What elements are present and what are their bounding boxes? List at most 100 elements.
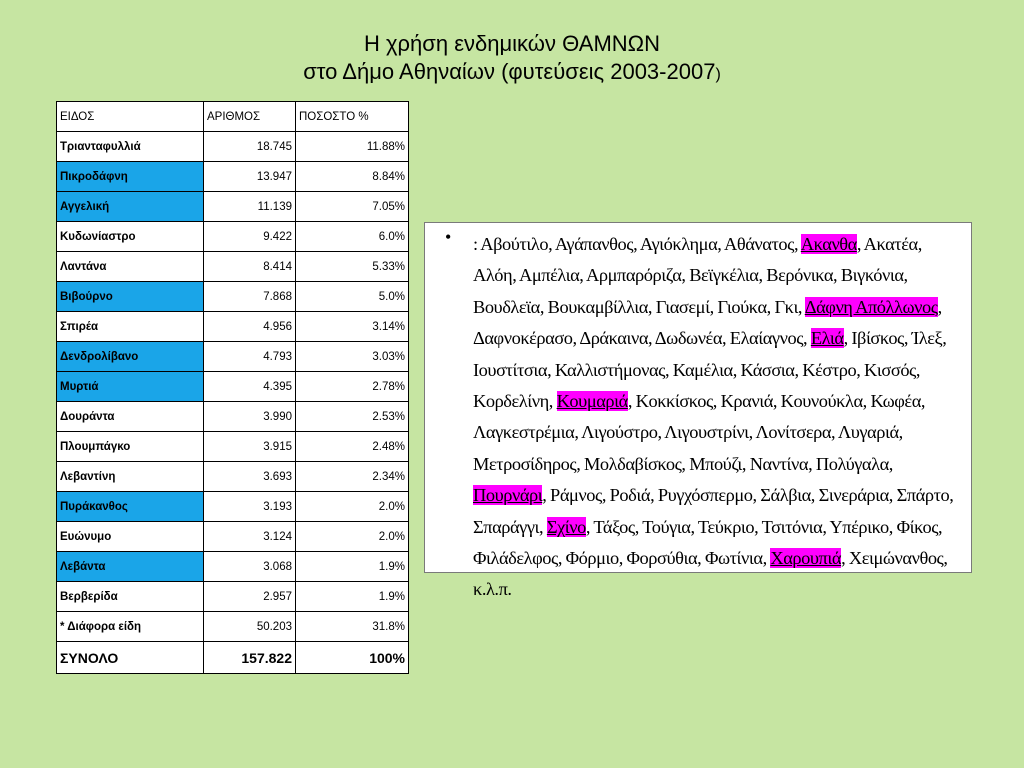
header-count: ΑΡΙΘΜΟΣ [203,101,296,132]
table-row: Αγγελική 11.139 7.05% [56,191,409,222]
species-table: ΕΙΔΟΣ ΑΡΙΘΜΟΣ ΠΟΣΟΣΤΟ % Τριανταφυλλιά 18.… [56,101,409,674]
highlighted-species: Ακανθα [800,234,857,254]
species-percent-cell: 5.33% [295,251,409,282]
table-row: Ευώνυμο 3.124 2.0% [56,521,409,552]
table-header-row: ΕΙΔΟΣ ΑΡΙΘΜΟΣ ΠΟΣΟΣΤΟ % [56,101,409,132]
species-count-cell: 4.793 [203,341,296,372]
table-row: Πυράκανθος 3.193 2.0% [56,491,409,522]
species-name-cell: Τριανταφυλλιά [56,131,204,162]
species-text: , Ιβίσκος, Ίλεξ, Ιουστίτσια, Καλλιστήμον… [473,328,947,412]
species-table-body: ΕΙΔΟΣ ΑΡΙΘΜΟΣ ΠΟΣΟΣΤΟ % Τριανταφυλλιά 18.… [56,101,409,674]
table-row: Μυρτιά 4.395 2.78% [56,371,409,402]
species-count-cell: 3.915 [203,431,296,462]
total-percent-cell: 100% [295,641,409,674]
table-row: Σπιρέα 4.956 3.14% [56,311,409,342]
species-percent-cell: 2.34% [295,461,409,492]
table-row: Λαντάνα 8.414 5.33% [56,251,409,282]
table-row: * Διάφορα είδη 50.203 31.8% [56,611,409,642]
title-line-2-paren: ) [715,66,721,83]
highlighted-species: Κουμαριά [556,391,628,412]
highlighted-species: Πουρνάρι [473,485,543,506]
title-line-2: στο Δήμο Αθηναίων (φυτεύσεις 2003-2007) [0,58,1024,89]
species-text: , Δαφνοκέρασο, Δράκαινα, Δωδωνέα, Ελαίαγ… [473,296,942,349]
species-count-cell: 3.068 [203,551,296,582]
table-row: Δενδρολίβανο 4.793 3.03% [56,341,409,372]
species-count-cell: 3.193 [203,491,296,522]
species-count-cell: 3.693 [203,461,296,492]
species-name-cell: Πυράκανθος [56,491,204,522]
species-name-cell: Βερβερίδα [56,581,204,612]
title-line-2-text: στο Δήμο Αθηναίων (φυτεύσεις 2003-2007 [303,59,716,84]
species-text: , Ακατέα, Αλόη, Αμπέλια, Αρμπαρόριζα, Βε… [473,234,922,317]
species-count-cell: 4.395 [203,371,296,402]
species-percent-cell: 1.9% [295,551,409,582]
table-row: Δουράντα 3.990 2.53% [56,401,409,432]
species-name-cell: Δενδρολίβανο [56,341,204,372]
species-text: , Κοκκίσκος, Κρανιά, Κουνούκλα, Κωφέα, Λ… [473,391,926,474]
species-count-cell: 18.745 [203,131,296,162]
highlighted-species: Ελιά [810,328,844,349]
species-count-cell: 11.139 [203,191,296,222]
species-text: : Αβούτιλο, Αγάπανθος, Αγιόκλημα, Αθάνατ… [473,234,801,254]
header-percent: ΠΟΣΟΣΤΟ % [295,101,409,132]
species-percent-cell: 2.53% [295,401,409,432]
species-count-cell: 3.990 [203,401,296,432]
species-percent-cell: 11.88% [295,131,409,162]
species-percent-cell: 3.03% [295,341,409,372]
species-count-cell: 50.203 [203,611,296,642]
highlighted-species: Χαρουπιά [770,548,842,569]
slide-title: Η χρήση ενδημικών ΘΑΜΝΩΝ στο Δήμο Αθηναί… [0,30,1024,89]
table-row: Πλουμπάγκο 3.915 2.48% [56,431,409,462]
species-count-cell: 2.957 [203,581,296,612]
species-name-cell: * Διάφορα είδη [56,611,204,642]
species-percent-cell: 2.48% [295,431,409,462]
species-name-cell: Μυρτιά [56,371,204,402]
species-percent-cell: 6.0% [295,221,409,252]
species-name-cell: Βιβούρνο [56,281,204,312]
species-percent-cell: 5.0% [295,281,409,312]
species-percent-cell: 3.14% [295,311,409,342]
species-count-cell: 4.956 [203,311,296,342]
species-text: , Χειμώνανθος, κ.λ.π. [473,548,948,600]
table-row: Τριανταφυλλιά 18.745 11.88% [56,131,409,162]
table-row: Λεβαντίνη 3.693 2.34% [56,461,409,492]
table-total-row: ΣΥΝΟΛΟ 157.822 100% [56,641,409,674]
total-label-cell: ΣΥΝΟΛΟ [56,641,204,674]
species-name-cell: Λεβαντίνη [56,461,204,492]
table-row: Πικροδάφνη 13.947 8.84% [56,161,409,192]
species-name-cell: Αγγελική [56,191,204,222]
species-name-cell: Σπιρέα [56,311,204,342]
species-percent-cell: 8.84% [295,161,409,192]
total-count-cell: 157.822 [203,641,296,674]
species-name-cell: Ευώνυμο [56,521,204,552]
species-percent-cell: 2.78% [295,371,409,402]
species-count-cell: 9.422 [203,221,296,252]
species-name-cell: Λεβάντα [56,551,204,582]
species-percent-cell: 7.05% [295,191,409,222]
species-percent-cell: 2.0% [295,521,409,552]
species-percent-cell: 31.8% [295,611,409,642]
highlighted-species: Σχίνο [546,516,586,537]
species-text: , Τάξος, Τούγια, Τεύκριο, Τσιτόνια, Υπέρ… [473,516,943,569]
species-list-box: • : Αβούτιλο, Αγάπανθος, Αγιόκλημα, Αθάν… [424,222,972,599]
species-name-cell: Πλουμπάγκο [56,431,204,462]
table-row: Λεβάντα 3.068 1.9% [56,551,409,582]
species-name-cell: Κυδωνίαστρο [56,221,204,252]
species-count-cell: 3.124 [203,521,296,552]
table-row: Κυδωνίαστρο 9.422 6.0% [56,221,409,252]
species-percent-cell: 2.0% [295,491,409,522]
bullet-icon: • [445,227,452,247]
highlighted-species: Δάφνη Απόλλωνος [804,296,938,317]
species-name-cell: Λαντάνα [56,251,204,282]
header-species: ΕΙΔΟΣ [56,101,204,132]
species-name-cell: Δουράντα [56,401,204,432]
species-text: , Ράμνος, Ροδιά, Ρυγχόσπερμο, Σάλβια, Σι… [473,485,954,537]
table-row: Βερβερίδα 2.957 1.9% [56,581,409,612]
species-count-cell: 7.868 [203,281,296,312]
table-row: Βιβούρνο 7.868 5.0% [56,281,409,312]
species-name-cell: Πικροδάφνη [56,161,204,192]
species-count-cell: 8.414 [203,251,296,282]
title-line-1: Η χρήση ενδημικών ΘΑΜΝΩΝ [363,31,661,56]
species-percent-cell: 1.9% [295,581,409,612]
species-count-cell: 13.947 [203,161,296,192]
